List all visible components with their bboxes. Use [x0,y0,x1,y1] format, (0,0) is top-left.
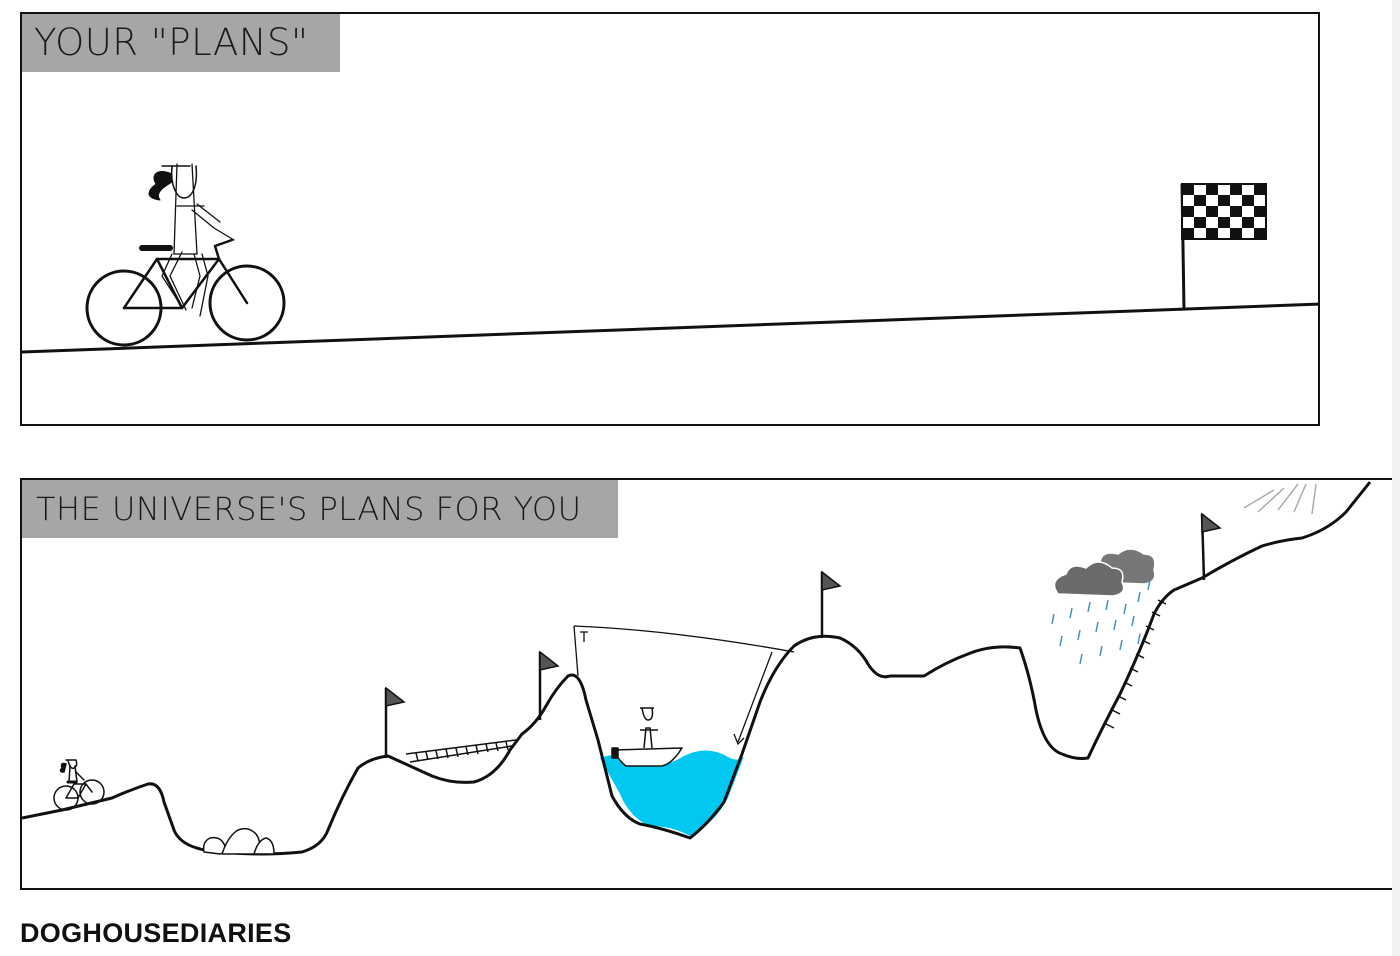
plans-panel-caption: YOUR "PLANS" [22,14,340,72]
terrain-line [22,481,1372,856]
broken-bridge [405,739,517,763]
checkered-flag-icon [1180,183,1267,311]
flag-icon [820,570,842,638]
bicycle-rider-icon [53,759,105,811]
rocks-icon [202,827,275,855]
universe-panel-caption: THE UNIVERSE'S PLANS FOR YOU [22,480,618,538]
universe-panel-drawing [22,481,1372,856]
sun-rays-icon [1243,483,1317,515]
straight-road [22,302,1318,354]
rain-cloud-icon [1051,548,1156,665]
flag-icon [1200,512,1222,581]
boat-icon [611,707,683,767]
plans-panel: YOUR "PLANS" [20,12,1320,426]
credit-label: DOGHOUSEDIARIES [20,918,292,948]
page-scroll-edge [1392,0,1400,956]
universe-panel: THE UNIVERSE'S PLANS FOR YOU [20,478,1392,890]
water-pool [600,750,744,836]
flag-icon [538,650,560,720]
zipline [573,625,795,746]
plans-panel-drawing [22,163,1318,354]
flag-icon [384,686,406,758]
bicycle-rider-icon [85,163,286,347]
cliff-ladder [1105,599,1167,729]
